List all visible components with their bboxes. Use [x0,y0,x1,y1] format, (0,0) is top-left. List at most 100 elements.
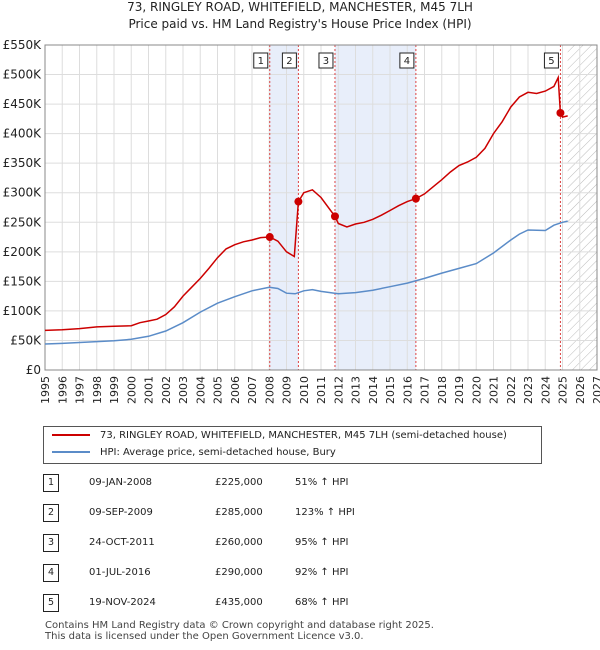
x-tick-label: 2002 [160,376,173,404]
x-tick-label: 2008 [263,376,276,404]
sale-badge-5 [543,52,559,69]
sales-row-date: 19-NOV-2024 [89,597,156,608]
y-tick-label: £550K [3,38,43,52]
hpi-line [44,220,568,345]
x-tick-label: 2012 [332,376,345,404]
x-tick-label: 2009 [281,376,294,404]
sale-badge-label-5: 5 [548,56,554,67]
y-tick-label: £500K [3,68,43,82]
sales-row-1: 1 09-JAN-2008 £225,000 51% ↑ HPI [43,474,563,494]
line-chart: £0 £50K £100K £150K £200K £250K £300K £350K £400… [3,38,600,404]
x-tick-label: 2003 [177,376,190,404]
x-tick-label: 2022 [505,376,518,404]
sales-row-date: 24-OCT-2011 [89,537,155,548]
x-tick-label: 2004 [194,376,207,404]
sales-row-4: 4 01-JUL-2016 £290,000 92% ↑ HPI [43,564,563,584]
sales-row-price: £285,000 [215,507,263,518]
sales-row-5: 5 19-NOV-2024 £435,000 68% ↑ HPI [43,594,563,614]
y-tick-label: £450K [3,97,43,111]
x-tick-label: 1995 [39,376,52,404]
sale-point-2 [294,197,303,206]
sale-point-1 [265,233,274,242]
sales-row-change: 95% ↑ HPI [295,537,349,548]
x-tick-label: 1999 [108,376,121,404]
y-tick-label: £350K [3,156,43,170]
x-tick-label: 2018 [436,376,449,404]
x-tick-label: 2027 [591,376,600,404]
sale-badge-label-1: 1 [258,56,264,67]
sale-badge-label-4: 4 [404,56,410,67]
sale-badge-label-2: 2 [286,56,292,67]
x-tick-label: 2000 [125,376,138,404]
x-tick-label: 2024 [539,376,552,404]
y-tick-label: £150K [3,274,43,288]
forecast-hatch [567,45,597,370]
x-tick-label: 2019 [453,376,466,404]
y-tick-label: £100K [3,304,43,318]
sales-row-date: 01-JUL-2016 [89,567,151,578]
x-tick-label: 2025 [557,376,570,404]
sales-row-badge: 3 [43,534,59,552]
footer-licence: This data is licensed under the Open Gov… [45,631,364,642]
sales-row-change: 123% ↑ HPI [295,507,355,518]
sale-point-4 [411,194,420,203]
sales-row-price: £225,000 [215,477,263,488]
plot-frame [44,44,598,371]
y-tick-label: £200K [3,245,43,259]
footer-copyright: Contains HM Land Registry data © Crown c… [45,620,434,631]
legend-label-property: 73, RINGLEY ROAD, WHITEFIELD, MANCHESTER… [100,430,507,441]
x-tick-label: 2015 [384,376,397,404]
legend-swatch-hpi [52,451,90,453]
sales-row-price: £290,000 [215,567,263,578]
y-tick-label: £50K [10,333,42,347]
x-tick-label: 2017 [419,376,432,404]
x-tick-label: 2011 [315,376,328,404]
sales-row-2: 2 09-SEP-2009 £285,000 123% ↑ HPI [43,504,563,524]
y-tick-label: £0 [26,363,41,377]
sales-row-change: 92% ↑ HPI [295,567,349,578]
sales-row-change: 68% ↑ HPI [295,597,349,608]
x-tick-label: 2020 [470,376,483,404]
shaded-range-2 [334,45,416,370]
sales-row-price: £260,000 [215,537,263,548]
sales-row-date: 09-JAN-2008 [89,477,153,488]
y-tick-label: £300K [3,186,43,200]
sale-point-5 [556,108,565,117]
chart-title: 73, RINGLEY ROAD, WHITEFIELD, MANCHESTER… [127,0,473,14]
sales-row-price: £435,000 [215,597,263,608]
x-tick-label: 2006 [229,376,242,404]
sale-point-3 [330,212,339,221]
legend-swatch-property [52,434,90,436]
x-tick-label: 2023 [522,376,535,404]
sales-row-badge: 1 [43,474,59,492]
legend: 73, RINGLEY ROAD, WHITEFIELD, MANCHESTER… [43,426,542,464]
shaded-range-1 [269,45,299,370]
x-tick-label: 1996 [56,376,69,404]
x-tick-label: 1997 [74,376,87,404]
sale-badge-3 [318,52,334,69]
x-tick-label: 2010 [298,376,311,404]
x-tick-label: 2026 [574,376,587,404]
x-tick-label: 2016 [401,376,414,404]
sales-row-badge: 5 [43,594,59,612]
x-tick-label: 2013 [350,376,363,404]
legend-label-hpi: HPI: Average price, semi-detached house,… [100,447,336,458]
legend-item-property: 73, RINGLEY ROAD, WHITEFIELD, MANCHESTER… [52,428,507,444]
sales-row-badge: 2 [43,504,59,522]
y-tick-label: £250K [3,215,43,229]
x-tick-label: 2014 [367,376,380,404]
x-tick-label: 2021 [488,376,501,404]
sale-badge-4 [399,52,415,69]
x-tick-label: 2005 [212,376,225,404]
sales-row-change: 51% ↑ HPI [295,477,349,488]
chart-subtitle: Price paid vs. HM Land Registry's House … [128,17,472,31]
legend-item-hpi: HPI: Average price, semi-detached house,… [52,445,336,461]
x-tick-label: 2007 [246,376,259,404]
sale-badge-label-3: 3 [323,56,329,67]
x-tick-label: 2001 [143,376,156,404]
x-tick-label: 1998 [91,376,104,404]
sales-row-3: 3 24-OCT-2011 £260,000 95% ↑ HPI [43,534,563,554]
sales-row-date: 09-SEP-2009 [89,507,153,518]
sale-badge-1 [253,52,269,69]
